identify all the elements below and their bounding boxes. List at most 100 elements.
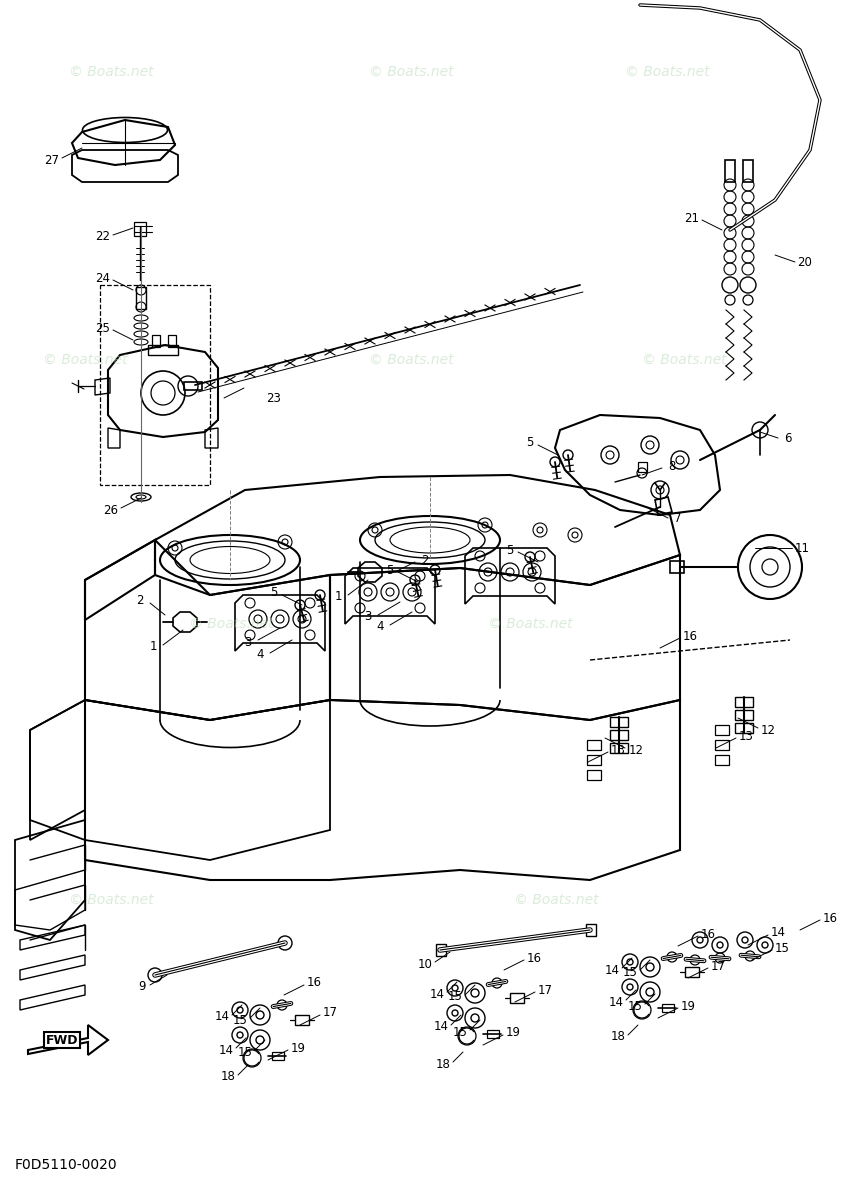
Text: 16: 16 [526, 952, 542, 965]
Text: 14: 14 [430, 988, 444, 1001]
Text: FWD: FWD [45, 1033, 78, 1046]
Text: 16: 16 [306, 977, 322, 990]
Text: 12: 12 [628, 744, 644, 756]
Text: 5: 5 [386, 564, 394, 576]
Text: 18: 18 [436, 1057, 450, 1070]
Text: © Boats.net: © Boats.net [643, 353, 727, 367]
Text: © Boats.net: © Boats.net [489, 617, 573, 631]
Text: 16: 16 [682, 630, 698, 642]
Bar [670, 560, 684, 572]
Bar [638, 462, 647, 472]
Bar [295, 1015, 309, 1025]
Bar [152, 335, 160, 347]
Bar [662, 1004, 674, 1012]
Text: 17: 17 [538, 984, 552, 996]
Text: 16: 16 [700, 928, 716, 941]
Text: 18: 18 [221, 1070, 235, 1084]
Text: 19: 19 [681, 1000, 695, 1013]
Text: 15: 15 [233, 1014, 247, 1026]
Text: 23: 23 [266, 391, 282, 404]
Text: 15: 15 [448, 990, 462, 1003]
Text: 1: 1 [149, 641, 157, 654]
Text: 13: 13 [610, 744, 626, 756]
Bar [610, 716, 628, 727]
Text: 19: 19 [506, 1026, 520, 1039]
Bar [735, 722, 753, 733]
Text: 9: 9 [139, 980, 146, 994]
Text: © Boats.net: © Boats.net [189, 617, 273, 631]
Bar [587, 755, 601, 766]
Text: F0D5110-0020: F0D5110-0020 [15, 1158, 117, 1172]
Text: 2: 2 [136, 594, 144, 607]
Bar [436, 944, 446, 956]
Bar [685, 967, 699, 977]
Text: 3: 3 [365, 611, 372, 624]
Text: 20: 20 [798, 256, 812, 269]
Text: 14: 14 [433, 1020, 449, 1033]
Text: 4: 4 [256, 648, 264, 661]
Text: 12: 12 [760, 724, 776, 737]
Text: 17: 17 [323, 1007, 337, 1020]
Bar [725, 160, 735, 182]
Text: © Boats.net: © Boats.net [626, 65, 710, 79]
Bar [587, 770, 601, 780]
Text: © Boats.net: © Boats.net [44, 353, 128, 367]
Bar [100, 284, 210, 485]
Bar [715, 740, 729, 750]
Text: 15: 15 [453, 1026, 467, 1038]
Text: 16: 16 [823, 912, 837, 924]
Bar [735, 710, 753, 720]
Text: 14: 14 [218, 1044, 234, 1056]
Text: 6: 6 [784, 432, 792, 444]
Bar [735, 697, 753, 707]
Text: 25: 25 [96, 322, 110, 335]
Text: 3: 3 [244, 636, 252, 648]
Text: 11: 11 [794, 541, 810, 554]
Text: 10: 10 [418, 958, 432, 971]
Text: © Boats.net: © Boats.net [69, 65, 153, 79]
Text: © Boats.net: © Boats.net [369, 353, 453, 367]
Text: 1: 1 [334, 590, 342, 604]
Text: 19: 19 [290, 1042, 306, 1055]
Bar [136, 287, 146, 308]
Text: 13: 13 [739, 730, 753, 743]
Text: 27: 27 [45, 154, 60, 167]
Bar [134, 222, 146, 236]
Text: 15: 15 [238, 1045, 253, 1058]
Text: 2: 2 [421, 553, 429, 566]
Text: 5: 5 [506, 544, 514, 557]
Text: 26: 26 [104, 504, 118, 516]
Bar [715, 725, 729, 734]
Text: 7: 7 [675, 511, 681, 524]
Bar [168, 335, 176, 347]
Text: 14: 14 [770, 926, 786, 940]
Text: © Boats.net: © Boats.net [514, 893, 598, 907]
Text: 22: 22 [96, 230, 110, 244]
Text: 14: 14 [604, 964, 620, 977]
Text: 14: 14 [215, 1010, 229, 1024]
Text: 15: 15 [775, 942, 789, 954]
Text: 8: 8 [669, 460, 675, 473]
Bar [610, 743, 628, 754]
Text: © Boats.net: © Boats.net [69, 893, 153, 907]
Bar [510, 994, 524, 1003]
Text: 5: 5 [270, 587, 277, 600]
Bar [272, 1052, 284, 1060]
Text: 14: 14 [609, 996, 623, 1008]
Bar [610, 730, 628, 740]
Bar [586, 924, 596, 936]
Bar [743, 160, 753, 182]
Bar [715, 755, 729, 766]
Text: 17: 17 [710, 960, 726, 972]
Bar [587, 740, 601, 750]
Text: 18: 18 [610, 1031, 626, 1044]
Text: © Boats.net: © Boats.net [369, 65, 453, 79]
Text: 15: 15 [622, 966, 638, 978]
Text: 4: 4 [377, 620, 383, 634]
Text: 21: 21 [685, 211, 699, 224]
Bar [487, 1030, 499, 1038]
Text: 15: 15 [627, 1000, 643, 1013]
Text: 24: 24 [96, 271, 110, 284]
Text: 5: 5 [526, 437, 533, 450]
Bar [184, 382, 202, 390]
